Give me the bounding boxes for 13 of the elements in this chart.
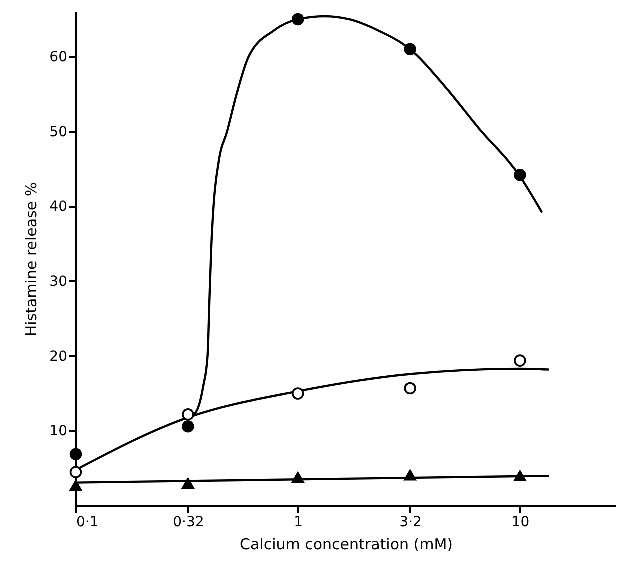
y-tick-label: 60 <box>50 49 68 66</box>
x-tick-label: 0·32 <box>173 514 204 530</box>
y-axis-title: Histamine release % <box>22 182 41 337</box>
y-tick-label: 40 <box>50 199 68 216</box>
y-tick-label: 10 <box>50 424 68 440</box>
x-axis-title: Calcium concentration (mM) <box>240 536 454 554</box>
x-tick-label: 3·2 <box>400 514 422 530</box>
y-tick-label: 50 <box>50 124 68 140</box>
x-tick-label: 10 <box>512 514 530 530</box>
y-tick-label: 30 <box>50 274 68 290</box>
x-tick-label: 1 <box>294 514 304 530</box>
x-tick-label: 0·1 <box>76 514 99 530</box>
y-tick-label: 20 <box>50 348 68 365</box>
